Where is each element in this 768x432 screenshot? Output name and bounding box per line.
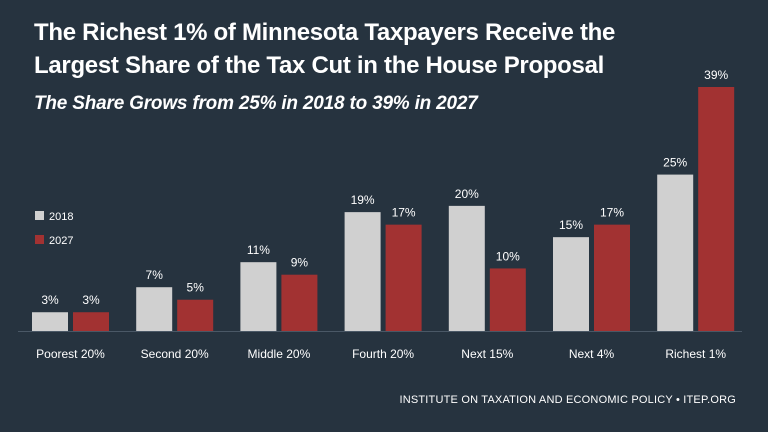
data-label-2018-5: 20% bbox=[455, 187, 479, 201]
data-label-2027-7: 39% bbox=[704, 68, 728, 82]
bar-2018-6 bbox=[553, 237, 589, 331]
category-label-5: Next 15% bbox=[461, 347, 513, 361]
legend-label-2027: 2027 bbox=[49, 235, 73, 247]
data-label-2018-4: 19% bbox=[351, 193, 375, 207]
data-label-2027-3: 9% bbox=[291, 256, 309, 270]
chart-title: The Richest 1% of Minnesota Taxpayers Re… bbox=[34, 19, 616, 79]
data-label-2027-2: 5% bbox=[187, 281, 205, 295]
source-credit: INSTITUTE ON TAXATION AND ECONOMIC POLIC… bbox=[399, 394, 736, 406]
bar-2018-1 bbox=[32, 312, 68, 331]
category-label-1: Poorest 20% bbox=[36, 347, 105, 361]
bar-2027-1 bbox=[73, 312, 109, 331]
legend-label-2018: 2018 bbox=[49, 211, 73, 223]
bar-2027-2 bbox=[177, 299, 214, 331]
data-label-2027-1: 3% bbox=[82, 293, 100, 307]
bar-2018-2 bbox=[136, 287, 173, 331]
bar-2018-3 bbox=[240, 262, 277, 331]
data-label-2018-1: 3% bbox=[41, 293, 59, 307]
category-label-7: Richest 1% bbox=[665, 347, 726, 361]
bar-2027-7 bbox=[698, 87, 735, 331]
legend-swatch-2027 bbox=[35, 235, 44, 244]
data-label-2027-4: 17% bbox=[392, 206, 416, 220]
bar-2027-3 bbox=[281, 274, 318, 331]
category-label-4: Fourth 20% bbox=[352, 347, 414, 361]
bar-2027-4 bbox=[385, 224, 422, 331]
bar-2018-7 bbox=[657, 174, 694, 331]
data-label-2018-6: 15% bbox=[559, 218, 583, 232]
bar-2027-5 bbox=[489, 268, 526, 331]
bar-2018-4 bbox=[344, 212, 381, 331]
category-label-6: Next 4% bbox=[569, 347, 615, 361]
data-label-2018-2: 7% bbox=[146, 268, 164, 282]
category-label-2: Second 20% bbox=[141, 347, 209, 361]
data-label-2018-7: 25% bbox=[663, 156, 687, 170]
data-label-2027-5: 10% bbox=[496, 249, 520, 263]
bar-2027-6 bbox=[594, 224, 630, 331]
bar-2018-5 bbox=[448, 205, 485, 331]
legend-swatch-2018 bbox=[35, 211, 44, 220]
data-label-2027-6: 17% bbox=[600, 206, 624, 220]
category-label-3: Middle 20% bbox=[248, 347, 311, 361]
chart-subtitle: The Share Grows from 25% in 2018 to 39% … bbox=[34, 93, 478, 114]
data-label-2018-3: 11% bbox=[247, 243, 270, 257]
